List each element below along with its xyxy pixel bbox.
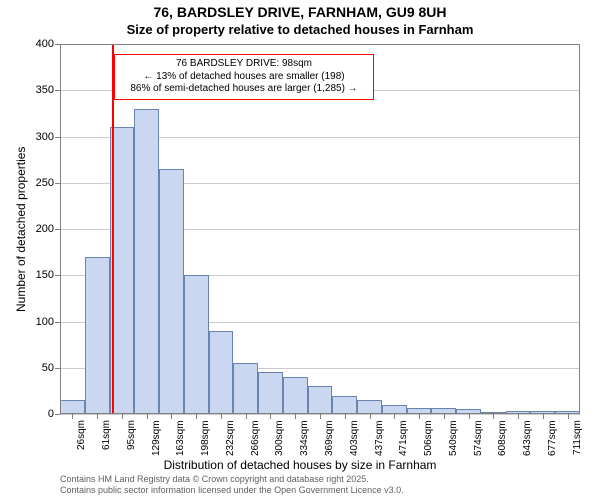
- x-tick-label: 369sqm: [324, 420, 335, 456]
- x-tick-label: 643sqm: [522, 420, 533, 456]
- y-tick-mark: [55, 137, 60, 138]
- x-axis-label: Distribution of detached houses by size …: [0, 458, 600, 472]
- x-tick-mark: [270, 414, 271, 419]
- x-tick-mark: [518, 414, 519, 419]
- x-tick-label: 266sqm: [250, 420, 261, 456]
- y-tick-mark: [55, 183, 60, 184]
- x-tick-mark: [295, 414, 296, 419]
- y-tick-label: 350: [14, 84, 54, 96]
- y-tick-mark: [55, 322, 60, 323]
- y-tick-mark: [55, 275, 60, 276]
- x-tick-label: 540sqm: [448, 420, 459, 456]
- x-tick-mark: [72, 414, 73, 419]
- x-tick-label: 198sqm: [200, 420, 211, 456]
- x-tick-label: 129sqm: [151, 420, 162, 456]
- x-tick-mark: [493, 414, 494, 419]
- annotation-line: 76 BARDSLEY DRIVE: 98sqm: [121, 58, 367, 71]
- x-tick-mark: [221, 414, 222, 419]
- x-tick-label: 437sqm: [374, 420, 385, 456]
- x-tick-mark: [122, 414, 123, 419]
- y-tick-mark: [55, 229, 60, 230]
- x-tick-label: 471sqm: [398, 420, 409, 456]
- y-tick-label: 100: [14, 316, 54, 328]
- x-tick-mark: [394, 414, 395, 419]
- y-tick-label: 250: [14, 177, 54, 189]
- chart-title-line1: 76, BARDSLEY DRIVE, FARNHAM, GU9 8UH: [0, 4, 600, 20]
- x-tick-mark: [419, 414, 420, 419]
- x-tick-mark: [320, 414, 321, 419]
- y-tick-label: 200: [14, 223, 54, 235]
- x-tick-label: 403sqm: [349, 420, 360, 456]
- footer-line2: Contains public sector information licen…: [60, 485, 404, 496]
- x-tick-mark: [469, 414, 470, 419]
- footer-attribution: Contains HM Land Registry data © Crown c…: [60, 474, 404, 496]
- y-tick-mark: [55, 414, 60, 415]
- chart-title-line2: Size of property relative to detached ho…: [0, 22, 600, 37]
- x-tick-label: 334sqm: [299, 420, 310, 456]
- x-tick-label: 608sqm: [497, 420, 508, 456]
- x-tick-mark: [345, 414, 346, 419]
- x-tick-label: 61sqm: [101, 420, 112, 450]
- y-tick-mark: [55, 90, 60, 91]
- y-tick-label: 400: [14, 38, 54, 50]
- x-tick-mark: [246, 414, 247, 419]
- x-tick-mark: [196, 414, 197, 419]
- y-tick-mark: [55, 368, 60, 369]
- footer-line1: Contains HM Land Registry data © Crown c…: [60, 474, 404, 485]
- x-tick-label: 711sqm: [572, 420, 583, 455]
- x-tick-label: 163sqm: [175, 420, 186, 456]
- x-tick-mark: [568, 414, 569, 419]
- x-tick-mark: [171, 414, 172, 419]
- x-tick-label: 95sqm: [126, 420, 137, 450]
- x-tick-mark: [444, 414, 445, 419]
- x-tick-label: 574sqm: [473, 420, 484, 456]
- y-tick-label: 150: [14, 269, 54, 281]
- y-tick-mark: [55, 44, 60, 45]
- x-tick-label: 506sqm: [423, 420, 434, 456]
- x-tick-label: 300sqm: [274, 420, 285, 456]
- y-tick-label: 300: [14, 131, 54, 143]
- annotation-box: 76 BARDSLEY DRIVE: 98sqm← 13% of detache…: [114, 54, 374, 100]
- x-tick-mark: [97, 414, 98, 419]
- y-tick-label: 0: [14, 408, 54, 420]
- x-tick-mark: [543, 414, 544, 419]
- annotation-line: ← 13% of detached houses are smaller (19…: [121, 71, 367, 84]
- y-tick-label: 50: [14, 362, 54, 374]
- x-tick-mark: [147, 414, 148, 419]
- plot-border: [60, 44, 580, 414]
- x-tick-label: 677sqm: [547, 420, 558, 456]
- x-tick-mark: [370, 414, 371, 419]
- chart-plot-area: [60, 44, 580, 414]
- x-tick-label: 26sqm: [76, 420, 87, 450]
- x-tick-label: 232sqm: [225, 420, 236, 456]
- annotation-line: 86% of semi-detached houses are larger (…: [121, 83, 367, 96]
